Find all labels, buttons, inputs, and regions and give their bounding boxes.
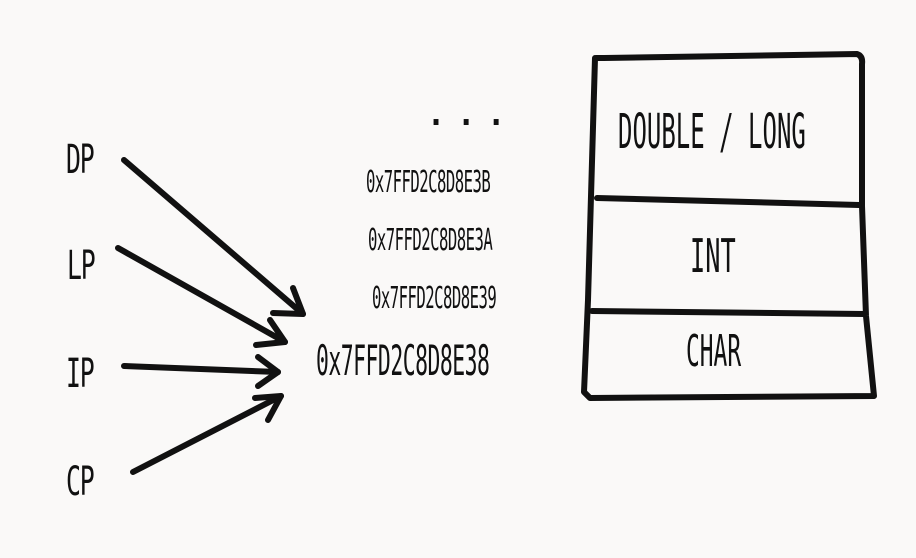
arrow-dp xyxy=(121,157,306,317)
address-3b: 0x7FFD2C8D8E3B xyxy=(366,165,491,200)
pointer-label-lp: LP xyxy=(67,243,96,289)
arrow-lp xyxy=(115,245,288,348)
address-38: 0x7FFD2C8D8E38 xyxy=(316,336,490,385)
cell-label-double-long: DOUBLE / LONG xyxy=(618,104,806,160)
arrow-cp xyxy=(130,393,284,475)
pointer-label-ip: IP xyxy=(66,351,95,397)
pointer-label-dp: DP xyxy=(66,137,95,183)
address-3a: 0x7FFD2C8D8E3A xyxy=(368,223,493,258)
cell-divider-1 xyxy=(594,195,862,208)
memory-block xyxy=(581,51,877,401)
cell-label-int: INT xyxy=(690,229,736,283)
pointer-label-cp: CP xyxy=(66,459,95,505)
cell-label-char: CHAR xyxy=(686,326,742,377)
address-39: 0x7FFD2C8D8E39 xyxy=(372,281,497,316)
arrow-ip xyxy=(121,354,281,389)
cell-divider-2 xyxy=(589,308,867,317)
ellipsis: ... xyxy=(424,89,515,135)
